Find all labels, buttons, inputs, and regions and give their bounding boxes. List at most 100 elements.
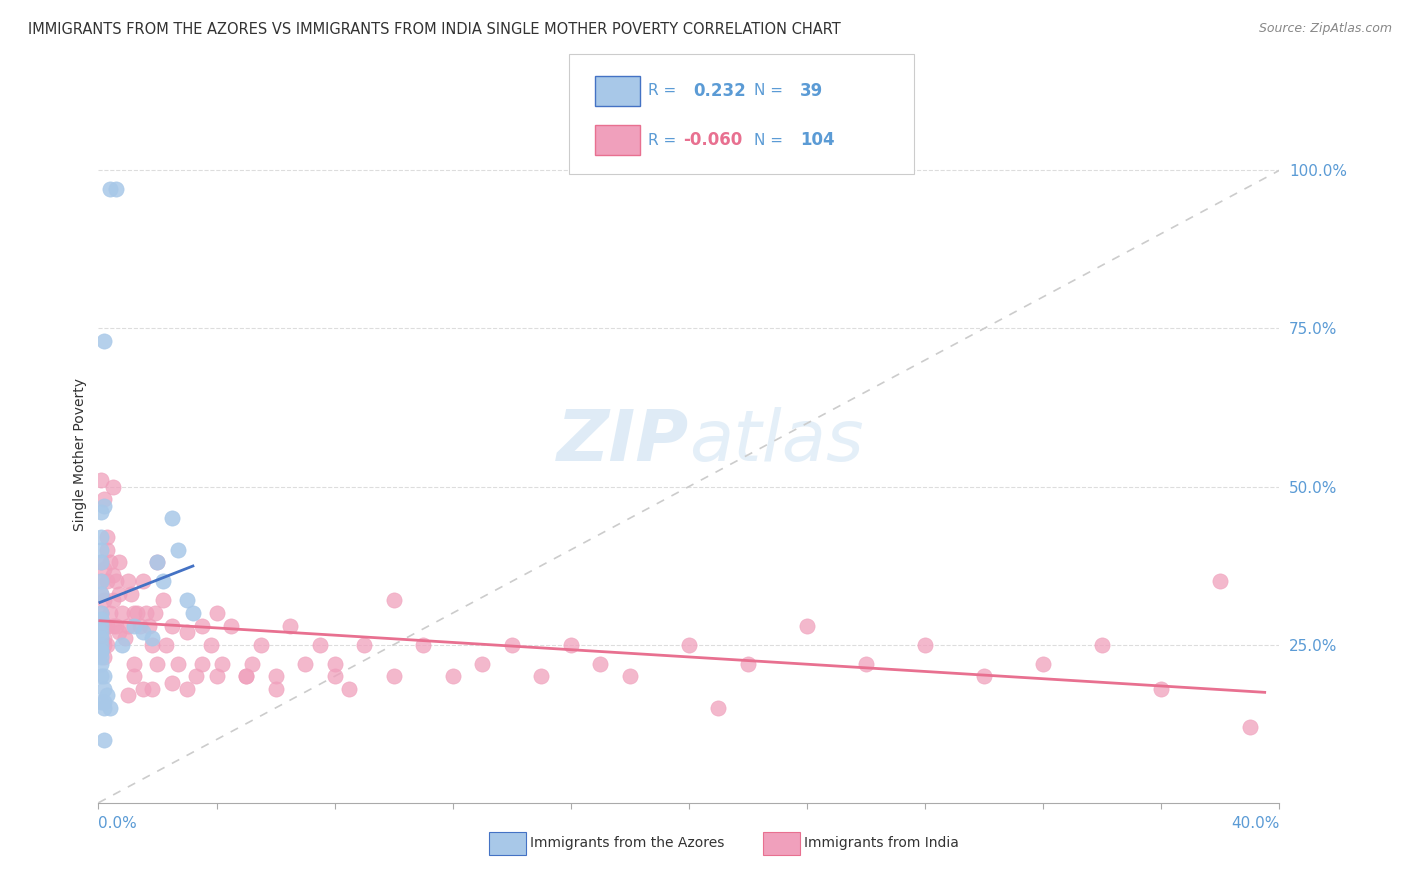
Point xyxy=(90,587,112,601)
Point xyxy=(90,657,112,671)
Point xyxy=(219,618,242,632)
Point xyxy=(103,618,125,632)
Point xyxy=(90,530,112,544)
Point xyxy=(1091,638,1114,652)
Point xyxy=(162,511,183,525)
Point xyxy=(146,657,169,671)
Point xyxy=(90,644,112,658)
Point xyxy=(162,618,183,632)
Point xyxy=(1209,574,1232,589)
Point xyxy=(167,657,190,671)
Point xyxy=(93,499,115,513)
Point xyxy=(103,593,125,607)
Point xyxy=(90,587,112,601)
Point xyxy=(90,556,112,570)
Point xyxy=(90,625,112,640)
Point xyxy=(93,732,115,747)
Point xyxy=(264,681,287,696)
Point xyxy=(90,650,112,665)
Point xyxy=(132,625,155,640)
Point xyxy=(98,606,121,620)
Point xyxy=(796,618,818,632)
Point xyxy=(93,334,115,348)
Point xyxy=(108,556,131,570)
Point xyxy=(96,688,118,702)
Point xyxy=(93,650,115,665)
Point xyxy=(128,618,150,632)
Text: 39: 39 xyxy=(800,82,824,100)
Text: Immigrants from India: Immigrants from India xyxy=(804,836,959,850)
Point xyxy=(93,632,115,646)
Point xyxy=(205,606,228,620)
Point xyxy=(96,574,118,589)
Point xyxy=(235,669,257,683)
Point xyxy=(1239,720,1261,734)
Point xyxy=(120,587,142,601)
Point xyxy=(441,669,464,683)
Point xyxy=(382,669,405,683)
Point xyxy=(1150,681,1173,696)
Point xyxy=(152,593,174,607)
Y-axis label: Single Mother Poverty: Single Mother Poverty xyxy=(73,378,87,532)
Point xyxy=(146,556,169,570)
Text: IMMIGRANTS FROM THE AZORES VS IMMIGRANTS FROM INDIA SINGLE MOTHER POVERTY CORREL: IMMIGRANTS FROM THE AZORES VS IMMIGRANTS… xyxy=(28,22,841,37)
Text: Source: ZipAtlas.com: Source: ZipAtlas.com xyxy=(1258,22,1392,36)
Text: Immigrants from the Azores: Immigrants from the Azores xyxy=(530,836,724,850)
Point xyxy=(323,657,346,671)
Point xyxy=(90,644,112,658)
Point xyxy=(90,542,112,557)
Point xyxy=(93,562,115,576)
Point xyxy=(167,542,190,557)
Point xyxy=(96,530,118,544)
Point xyxy=(707,701,730,715)
Point xyxy=(205,669,228,683)
Point xyxy=(176,593,198,607)
Text: N =: N = xyxy=(754,133,787,147)
Point xyxy=(678,638,700,652)
Point xyxy=(162,675,183,690)
Point xyxy=(973,669,995,683)
Point xyxy=(90,632,112,646)
Point xyxy=(93,618,115,632)
Text: 0.232: 0.232 xyxy=(693,82,747,100)
Point xyxy=(93,701,115,715)
Point xyxy=(619,669,641,683)
Point xyxy=(191,618,214,632)
Point xyxy=(90,574,112,589)
Point xyxy=(90,574,112,589)
Point xyxy=(93,669,115,683)
Point xyxy=(200,638,222,652)
Point xyxy=(737,657,759,671)
Point xyxy=(93,695,115,709)
Point xyxy=(309,638,332,652)
Point xyxy=(90,473,112,487)
Point xyxy=(122,606,145,620)
Point xyxy=(184,669,207,683)
Point xyxy=(138,618,160,632)
Point xyxy=(93,638,115,652)
Point xyxy=(90,638,112,652)
Point xyxy=(176,681,198,696)
Point xyxy=(278,618,302,632)
Point xyxy=(471,657,494,671)
Point xyxy=(914,638,936,652)
Text: atlas: atlas xyxy=(689,407,863,475)
Point xyxy=(560,638,582,652)
Point xyxy=(90,632,112,646)
Point xyxy=(90,638,112,652)
Point xyxy=(96,638,118,652)
Point xyxy=(90,618,112,632)
Point xyxy=(90,606,112,620)
Point xyxy=(211,657,233,671)
Point xyxy=(93,593,115,607)
Text: 0.0%: 0.0% xyxy=(98,816,138,831)
Point xyxy=(155,638,177,652)
Point xyxy=(122,669,145,683)
Point xyxy=(141,681,163,696)
Point xyxy=(103,568,125,582)
Point xyxy=(90,695,112,709)
Point xyxy=(98,556,121,570)
Text: ZIP: ZIP xyxy=(557,407,689,475)
Point xyxy=(412,638,434,652)
Point xyxy=(103,479,125,493)
